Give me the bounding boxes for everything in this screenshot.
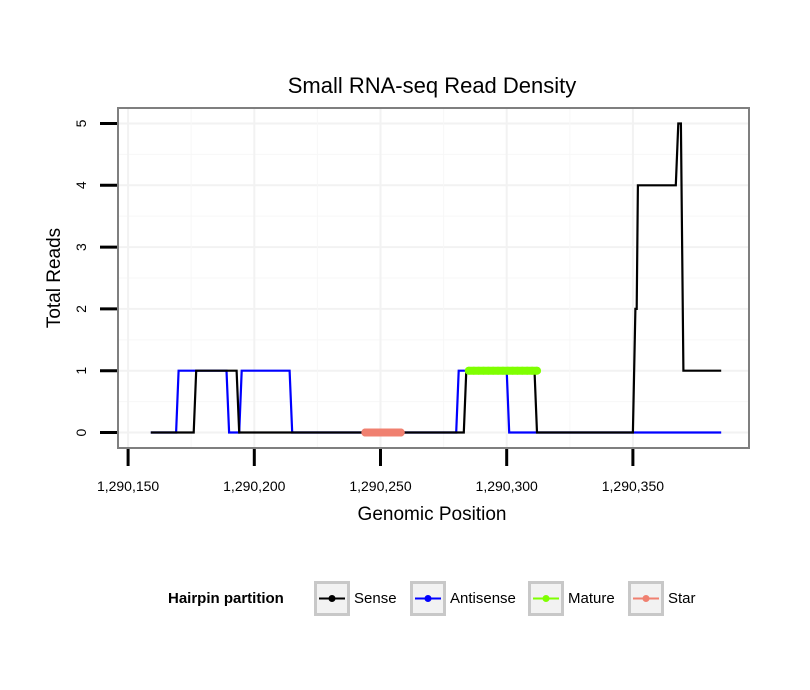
x-tick-label: 1,290,300 [476,478,538,494]
series-point-star [396,428,405,437]
series-line-sense [150,122,722,434]
x-tick-label: 1,290,200 [223,478,285,494]
series-point-mature [532,366,541,375]
grid-lines [118,108,749,448]
axes: 0 1 2 3 4 5 1,290,150 1,290,200 1,290,250 1,290,3… [73,119,664,494]
legend-key-point [642,595,650,602]
x-axis-title: Genomic Position [358,504,507,525]
y-tick-label: 2 [73,305,89,313]
y-tick-label: 0 [73,428,89,436]
legend-key-point [328,595,336,602]
series-layer [150,122,722,437]
x-tick-label: 1,290,250 [349,478,411,494]
legend-key-point [424,595,432,602]
legend-label-antisense: Antisense [450,590,516,607]
legend-label-star: Star [668,590,696,607]
y-tick-label: 3 [73,243,89,251]
y-axis-title: Total Reads [44,228,65,328]
plot-border [117,107,750,449]
y-tick-label: 4 [73,181,89,189]
legend-label-sense: Sense [354,590,397,607]
legend: Hairpin partition Sense Antisense Mature St… [168,581,696,616]
legend-label-mature: Mature [568,590,615,607]
legend-title: Hairpin partition [168,590,284,607]
legend-key-point [542,595,550,602]
x-tick-label: 1,290,350 [602,478,664,494]
y-tick-label: 1 [73,367,89,375]
x-tick-label: 1,290,150 [97,478,159,494]
y-tick-label: 5 [73,119,89,127]
chart-title: Small RNA-seq Read Density [288,73,577,98]
